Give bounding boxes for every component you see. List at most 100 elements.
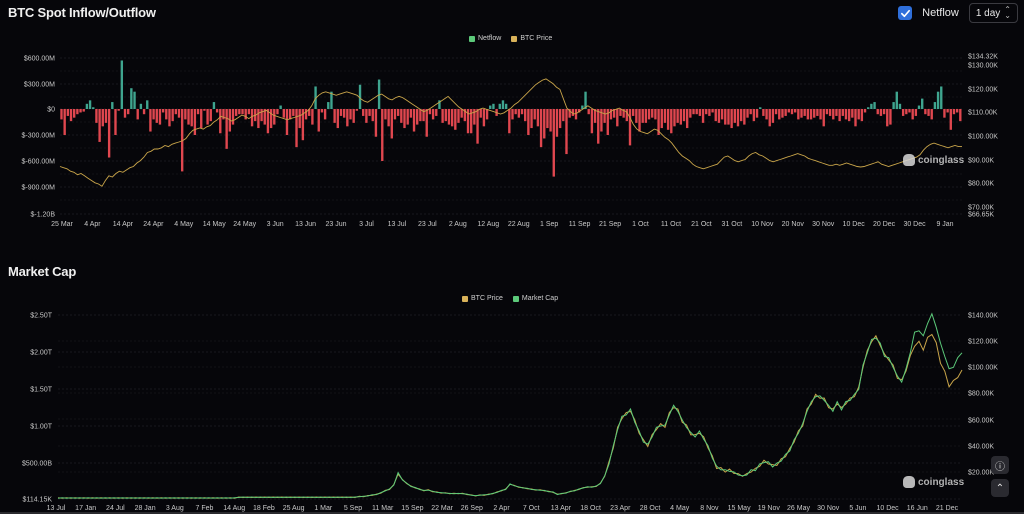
- x-axis-tick: 7 Oct: [523, 505, 540, 512]
- section-title-market-cap: Market Cap: [8, 264, 77, 279]
- y-axis-left-tick: $2.50T: [30, 313, 53, 320]
- legend-swatch-icon: [462, 295, 468, 302]
- y-axis-right-tick: $120.00K: [968, 339, 998, 346]
- y-axis-right-tick: $140.00K: [968, 313, 998, 320]
- x-axis-tick: 11 Oct: [661, 221, 681, 228]
- x-axis-tick: 10 Dec: [843, 221, 866, 228]
- y-axis-right-tick: $70.00K: [968, 205, 994, 212]
- x-axis-tick: 17 Jan: [75, 505, 96, 512]
- x-axis-tick: 4 May: [670, 505, 690, 512]
- x-axis-tick: 5 Jun: [849, 505, 866, 512]
- y-axis-left-tick: $-900.00M: [22, 185, 56, 192]
- x-axis-tick: 21 Dec: [936, 505, 959, 512]
- legend-swatch-icon: [511, 35, 518, 42]
- btc-price-line: [59, 78, 962, 187]
- netflow-chart-legend: Netflow BTC Price: [469, 35, 552, 42]
- y-axis-right-tick: $90.00K: [968, 158, 994, 165]
- x-axis-tick: 8 Nov: [700, 505, 719, 512]
- y-axis-left-tick: $-600.00M: [22, 159, 56, 166]
- x-axis-tick: 13 Apr: [551, 505, 572, 512]
- x-axis-tick: 14 Aug: [223, 505, 245, 512]
- x-axis-tick: 22 Aug: [508, 221, 530, 228]
- x-axis-tick: 10 Dec: [877, 505, 900, 512]
- coinglass-logo-icon: [903, 476, 915, 488]
- x-axis-tick: 13 Jul: [388, 221, 407, 228]
- x-axis-tick: 30 Nov: [812, 221, 835, 228]
- alert-icon: ⓘ: [995, 461, 1005, 473]
- x-axis-tick: 2 Aug: [449, 221, 467, 228]
- x-axis-tick: 14 May: [203, 221, 226, 228]
- y-axis-right-tick: $134.32K: [968, 54, 998, 61]
- x-axis-tick: 5 Sep: [344, 505, 362, 512]
- x-axis-tick: 20 Dec: [873, 221, 896, 228]
- legend-item-btc-price[interactable]: BTC Price: [462, 295, 503, 302]
- y-axis-left-tick: $0: [47, 107, 55, 114]
- x-axis-tick: 24 Jul: [106, 505, 125, 512]
- netflow-checkbox-label: Netflow: [922, 7, 959, 19]
- y-axis-right-tick: $40.00K: [968, 444, 994, 451]
- x-axis-tick: 2 Apr: [493, 505, 510, 512]
- x-axis-tick: 21 Sep: [599, 221, 621, 228]
- y-axis-left-tick: $1.50T: [30, 387, 53, 394]
- coinglass-watermark: coinglass: [903, 476, 964, 488]
- scroll-top-button[interactable]: ⌃: [991, 479, 1009, 497]
- y-axis-right-tick: $80.00K: [968, 181, 994, 188]
- y-axis-right-tick: $110.00K: [968, 110, 998, 117]
- feedback-button[interactable]: ⓘ: [991, 456, 1009, 474]
- x-axis-tick: 3 Jun: [267, 221, 284, 228]
- x-axis-tick: 11 Mar: [372, 505, 394, 512]
- legend-swatch-icon: [469, 35, 475, 42]
- x-axis-tick: 7 Feb: [196, 505, 214, 512]
- x-axis-tick: 3 Aug: [166, 505, 184, 512]
- x-axis-tick: 28 Jan: [135, 505, 156, 512]
- coinglass-logo-icon: [903, 154, 915, 166]
- y-axis-left-tick: $-1.20B: [30, 212, 55, 219]
- chevron-updown-icon: ⌃ ⌄: [1004, 5, 1011, 20]
- y-axis-left-tick: $600.00M: [24, 56, 55, 63]
- x-axis-tick: 1 Mar: [314, 505, 333, 512]
- checkmark-icon: [900, 9, 910, 17]
- y-axis-left-tick: $500.00B: [22, 461, 52, 468]
- y-axis-right-tick: $120.00K: [968, 87, 998, 94]
- legend-swatch-icon: [512, 295, 519, 302]
- market-cap-chart-legend: BTC Price Market Cap: [462, 295, 558, 302]
- x-axis-tick: 18 Oct: [580, 505, 601, 512]
- x-axis-tick: 13 Jul: [47, 505, 66, 512]
- interval-select-value: 1 day: [975, 7, 1001, 19]
- x-axis-tick: 10 Nov: [751, 221, 774, 228]
- y-axis-left-tick: $300.00M: [24, 82, 55, 89]
- y-axis-right-tick: $130.00K: [968, 63, 998, 70]
- x-axis-tick: 31 Oct: [722, 221, 743, 228]
- x-axis-tick: 26 Sep: [461, 505, 483, 512]
- legend-item-market-cap[interactable]: Market Cap: [512, 295, 558, 302]
- x-axis-tick: 21 Oct: [691, 221, 712, 228]
- horizontal-scrollbar[interactable]: [0, 512, 1024, 514]
- x-axis-tick: 16 Jun: [907, 505, 928, 512]
- x-axis-tick: 19 Nov: [758, 505, 781, 512]
- x-axis-tick: 23 Jun: [326, 221, 347, 228]
- x-axis-tick: 23 Jul: [418, 221, 437, 228]
- x-axis-tick: 14 Apr: [113, 221, 134, 228]
- x-axis-tick: 30 Dec: [903, 221, 926, 228]
- legend-item-netflow[interactable]: Netflow: [469, 35, 501, 42]
- x-axis-tick: 13 Jun: [295, 221, 316, 228]
- netflow-checkbox[interactable]: [898, 6, 913, 20]
- x-axis-tick: 28 Oct: [640, 505, 661, 512]
- interval-select[interactable]: 1 day ⌃ ⌄: [968, 3, 1018, 23]
- x-axis-tick: 25 Aug: [283, 505, 305, 512]
- page-title: BTC Spot Inflow/Outflow: [8, 5, 156, 20]
- market-cap-line: [57, 312, 963, 499]
- legend-item-btc-price[interactable]: BTC Price: [511, 35, 552, 42]
- y-axis-right-tick: $80.00K: [968, 391, 994, 398]
- x-axis-tick: 15 May: [728, 505, 751, 512]
- x-axis-tick: 26 May: [787, 505, 810, 512]
- netflow-chart[interactable]: $600.00M $300.00M $0 $-300.00M $-600.00M $-90…: [0, 0, 1024, 232]
- x-axis-tick: 22 Mar: [431, 505, 453, 512]
- x-axis-tick: 18 Feb: [253, 505, 275, 512]
- x-axis-tick: 1 Oct: [632, 221, 649, 228]
- x-axis-tick: 24 Apr: [143, 221, 164, 228]
- x-axis-tick: 3 Jul: [359, 221, 374, 228]
- y-axis-left-tick: $-300.00M: [22, 133, 56, 140]
- chart-controls: Netflow 1 day ⌃ ⌄: [898, 3, 1018, 23]
